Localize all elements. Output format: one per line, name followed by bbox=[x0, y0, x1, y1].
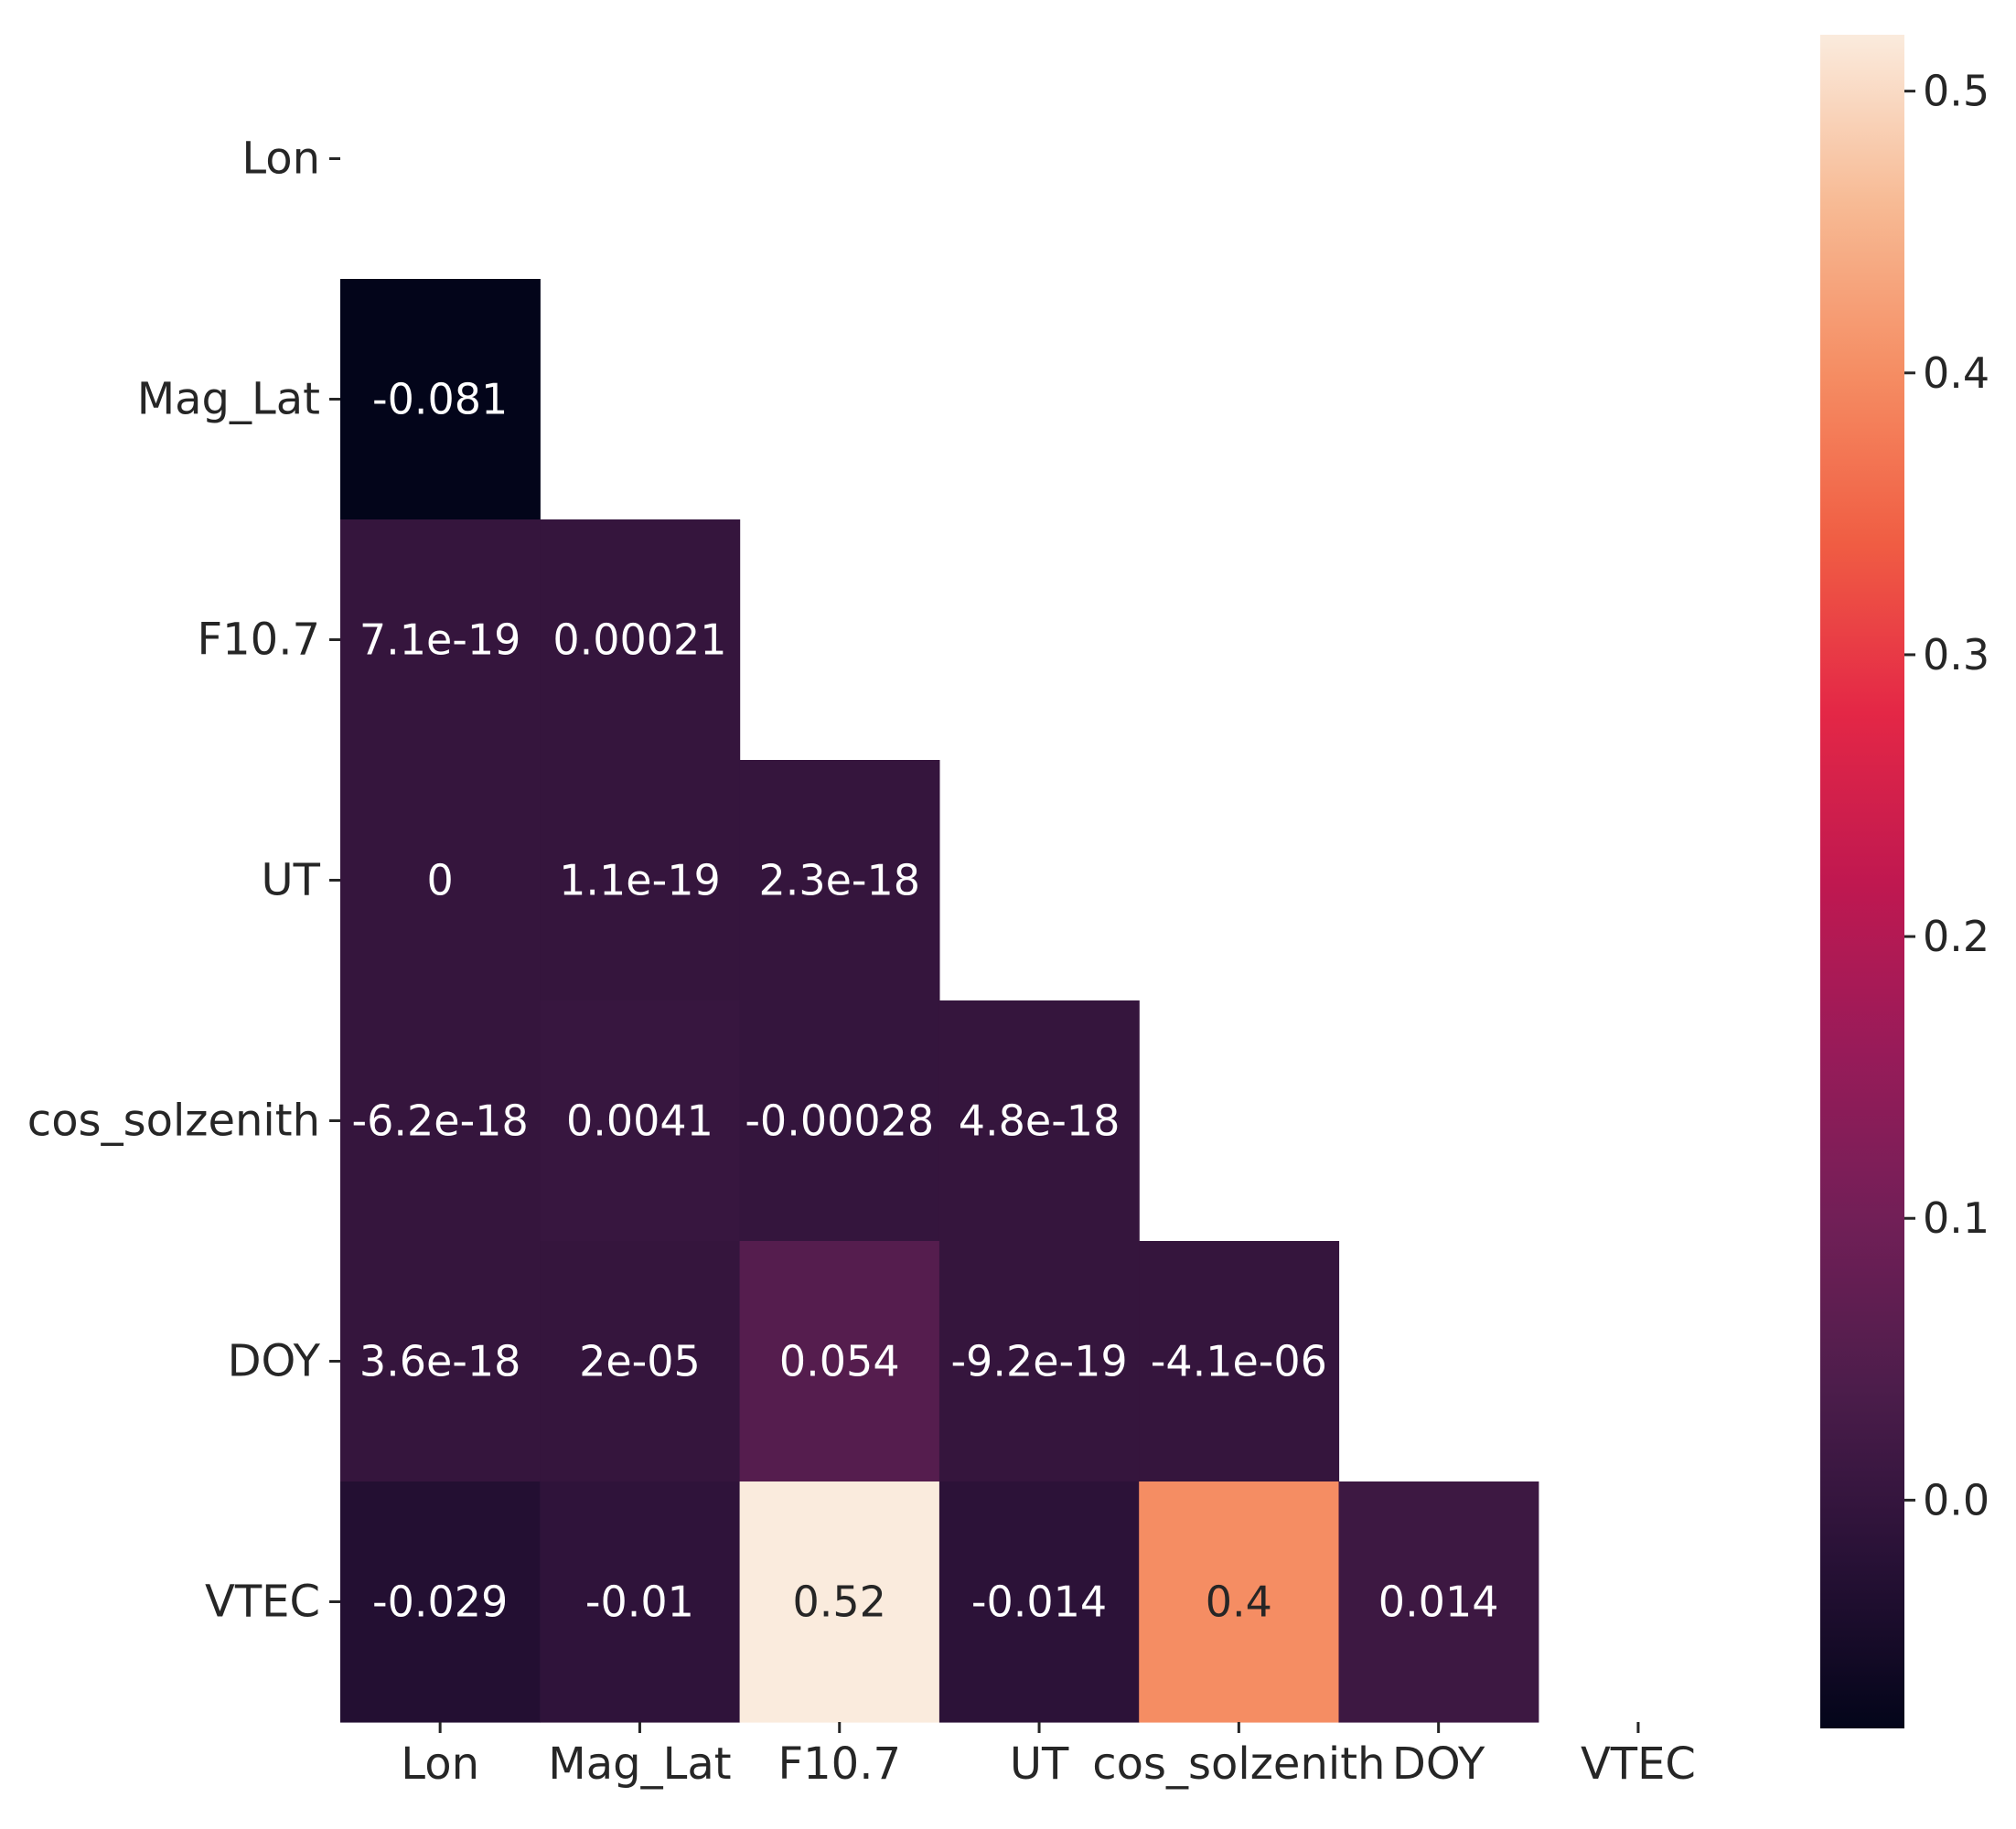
heatmap-cell bbox=[739, 1241, 940, 1482]
cell-value-label: -0.00028 bbox=[745, 1096, 934, 1146]
cell-value-label: 0.054 bbox=[779, 1337, 900, 1386]
cell-value-label: 0.00021 bbox=[552, 615, 726, 665]
colorbar-tick-label: 0.4 bbox=[1923, 348, 1989, 398]
heatmap-cell bbox=[340, 1241, 541, 1482]
colorbar: 0.0 0.1 0.2 0.3 0.4 0.5 bbox=[1820, 35, 1989, 1728]
x-tick-label: cos_solzenith bbox=[1092, 1738, 1385, 1790]
cell-value-label: -0.01 bbox=[585, 1578, 694, 1627]
y-tick-label: VTEC bbox=[205, 1577, 320, 1628]
cell-value-label: 0.014 bbox=[1378, 1578, 1499, 1627]
cell-value-label: 2.3e-18 bbox=[758, 856, 920, 905]
heatmap-cell bbox=[739, 1000, 940, 1242]
colorbar-tick-label: 0.3 bbox=[1923, 630, 1989, 679]
colorbar-gradient bbox=[1820, 35, 1904, 1728]
heatmap-cell bbox=[340, 760, 541, 1001]
heatmap-cell bbox=[340, 519, 541, 761]
cell-value-label: -0.029 bbox=[372, 1578, 508, 1627]
cell-value-label: 3.6e-18 bbox=[359, 1337, 521, 1386]
heatmap-cell bbox=[540, 519, 741, 761]
x-tick-label: F10.7 bbox=[778, 1738, 901, 1790]
colorbar-tick-label: 0.1 bbox=[1923, 1193, 1989, 1243]
cell-value-label: 2e-05 bbox=[579, 1337, 701, 1386]
heatmap-cells: -0.081 7.1e-19 0.00021 0 1.1e-19 2.3e-18 -6.2e… bbox=[340, 279, 1539, 1723]
x-axis: Lon Mag_Lat F10.7 UT cos_solzenith DOY VTEC bbox=[401, 1722, 1696, 1790]
heatmap-cell bbox=[938, 1000, 1140, 1242]
cell-value-label: -9.2e-19 bbox=[950, 1337, 1127, 1386]
heatmap-cell bbox=[938, 1481, 1140, 1723]
heatmap-cell bbox=[340, 1000, 541, 1242]
cell-value-label: 0.4 bbox=[1206, 1578, 1272, 1627]
y-tick-label: Mag_Lat bbox=[137, 374, 320, 425]
heatmap-cell bbox=[739, 760, 940, 1001]
colorbar-tick-label: 0.5 bbox=[1923, 67, 1989, 116]
cell-value-label: 4.8e-18 bbox=[959, 1096, 1121, 1146]
cell-value-label: 7.1e-19 bbox=[359, 615, 521, 665]
y-tick-label: DOY bbox=[228, 1336, 321, 1387]
x-tick-label: VTEC bbox=[1581, 1738, 1696, 1790]
heatmap-cell bbox=[540, 760, 741, 1001]
colorbar-tick-label: 0.0 bbox=[1923, 1475, 1989, 1524]
cell-value-label: -4.1e-06 bbox=[1151, 1337, 1327, 1386]
colorbar-tick-label: 0.2 bbox=[1923, 912, 1989, 961]
heatmap-cell bbox=[1338, 1481, 1539, 1723]
heatmap-cell bbox=[739, 1481, 940, 1723]
cell-value-label: 0.52 bbox=[793, 1578, 886, 1627]
heatmap-cell bbox=[340, 1481, 541, 1723]
x-tick-label: DOY bbox=[1392, 1738, 1485, 1790]
x-tick-label: Mag_Lat bbox=[548, 1738, 731, 1790]
y-tick-label: F10.7 bbox=[198, 615, 320, 666]
heatmap-cell bbox=[1139, 1481, 1340, 1723]
heatmap-cell bbox=[540, 1481, 741, 1723]
cell-value-label: -0.081 bbox=[372, 375, 508, 424]
y-tick-label: Lon bbox=[241, 134, 320, 185]
cell-value-label: 1.1e-19 bbox=[559, 856, 721, 905]
heatmap-cell bbox=[938, 1241, 1140, 1482]
y-tick-label: UT bbox=[262, 855, 321, 906]
y-axis: Lon Mag_Lat F10.7 UT cos_solzenith DOY VTEC bbox=[27, 134, 340, 1628]
x-tick-label: UT bbox=[1010, 1738, 1069, 1790]
cell-value-label: 0.0041 bbox=[566, 1096, 713, 1146]
heatmap-cell bbox=[1139, 1241, 1340, 1482]
cell-value-label: -0.014 bbox=[971, 1578, 1107, 1627]
cell-value-label: 0 bbox=[427, 856, 454, 905]
x-tick-label: Lon bbox=[401, 1738, 479, 1790]
heatmap-cell bbox=[340, 279, 541, 520]
y-tick-label: cos_solzenith bbox=[27, 1096, 320, 1147]
heatmap-cell bbox=[540, 1241, 741, 1482]
heatmap-cell bbox=[540, 1000, 741, 1242]
cell-value-label: -6.2e-18 bbox=[352, 1096, 529, 1146]
